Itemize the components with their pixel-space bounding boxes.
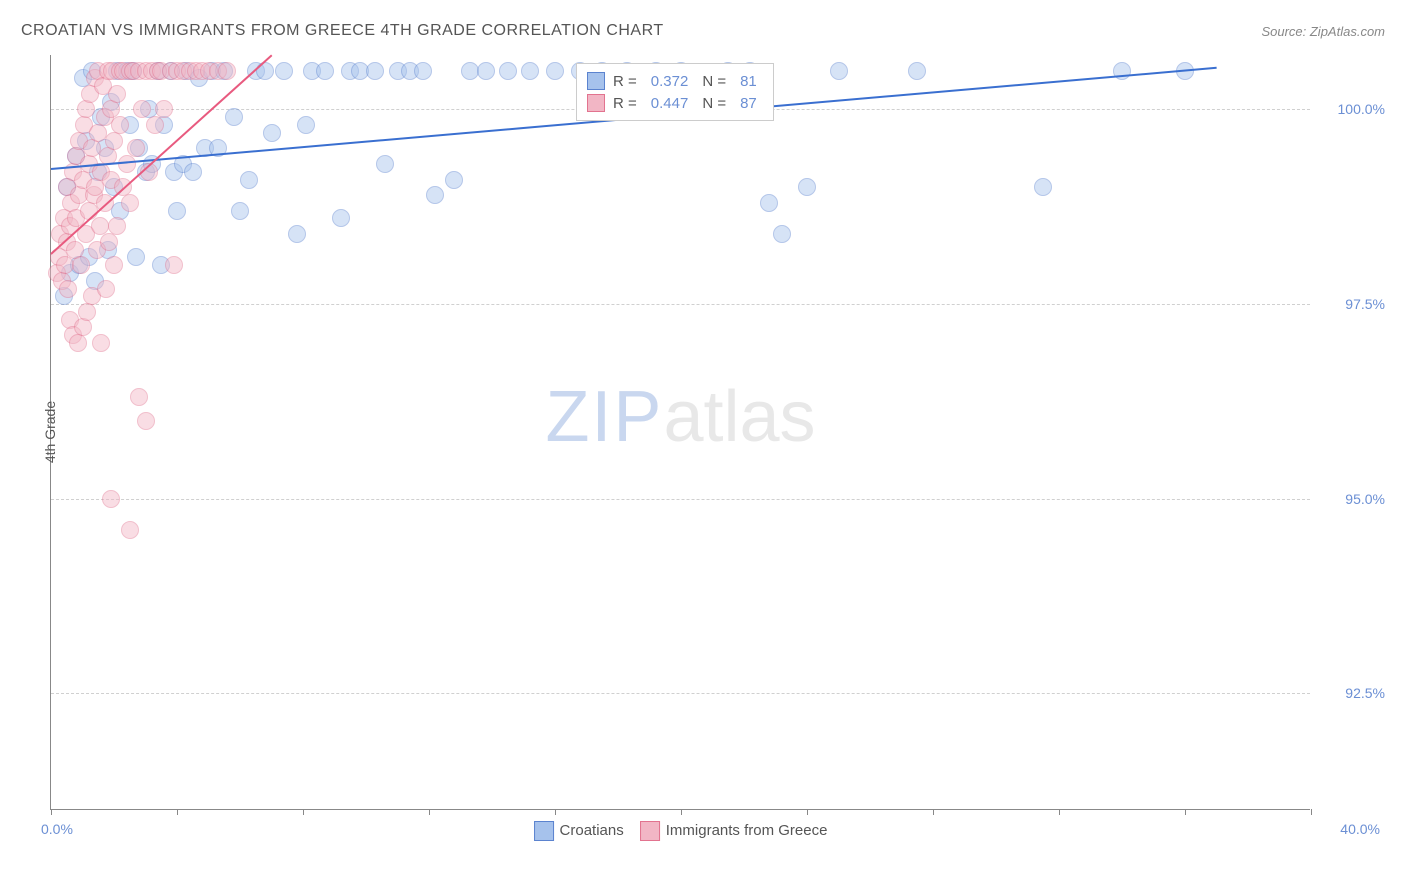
x-axis-max-label: 40.0% [1340,821,1380,837]
x-tick [1311,809,1312,815]
scatter-point [908,62,926,80]
scatter-point [297,116,315,134]
x-tick [933,809,934,815]
y-tick-label: 92.5% [1345,685,1385,701]
scatter-point [165,256,183,274]
scatter-point [376,155,394,173]
gridline [51,499,1310,500]
scatter-point [155,100,173,118]
x-tick [51,809,52,815]
legend-row-greece: R = 0.447 N = 87 [587,92,763,114]
x-tick [681,809,682,815]
scatter-point [97,280,115,298]
scatter-point [130,388,148,406]
scatter-point [105,132,123,150]
scatter-point [546,62,564,80]
y-tick-label: 97.5% [1345,296,1385,312]
scatter-point [74,318,92,336]
scatter-point [127,139,145,157]
scatter-point [121,521,139,539]
scatter-point [72,256,90,274]
scatter-point [830,62,848,80]
x-tick [303,809,304,815]
scatter-point [499,62,517,80]
x-tick [177,809,178,815]
scatter-point [121,194,139,212]
scatter-point [231,202,249,220]
y-tick-label: 95.0% [1345,491,1385,507]
scatter-point [414,62,432,80]
scatter-point [92,334,110,352]
scatter-point [108,217,126,235]
scatter-point [102,490,120,508]
stats-legend: R = 0.372 N = 81 R = 0.447 N = 87 [576,63,774,121]
x-axis-min-label: 0.0% [41,821,73,837]
x-tick [1059,809,1060,815]
y-axis-title: 4th Grade [42,401,58,463]
x-tick [429,809,430,815]
scatter-point [1034,178,1052,196]
scatter-point [773,225,791,243]
scatter-point [332,209,350,227]
scatter-point [127,248,145,266]
legend-row-croatians: R = 0.372 N = 81 [587,70,763,92]
bottom-legend-item-croatians: Croatians [534,821,624,841]
scatter-point [477,62,495,80]
scatter-point [316,62,334,80]
scatter-point [100,233,118,251]
scatter-point [133,100,151,118]
scatter-point [798,178,816,196]
scatter-point [69,334,87,352]
scatter-point [168,202,186,220]
gridline [51,304,1310,305]
scatter-point [137,412,155,430]
scatter-point [521,62,539,80]
plot-area: ZIPatlas 4th Grade 92.5%95.0%97.5%100.0%… [50,55,1310,810]
scatter-point [275,62,293,80]
scatter-point [445,171,463,189]
bottom-legend-item-greece: Immigrants from Greece [640,821,828,841]
scatter-point [146,116,164,134]
scatter-point [105,256,123,274]
bottom-legend: Croatians Immigrants from Greece [534,821,828,841]
scatter-point [288,225,306,243]
y-tick-label: 100.0% [1338,101,1385,117]
x-tick [1185,809,1186,815]
scatter-point [108,85,126,103]
x-tick [555,809,556,815]
watermark: ZIPatlas [545,376,815,458]
chart-title: CROATIAN VS IMMIGRANTS FROM GREECE 4TH G… [21,22,664,40]
legend-swatch-pink [587,94,605,112]
scatter-point [426,186,444,204]
scatter-point [760,194,778,212]
x-tick [807,809,808,815]
scatter-point [240,171,258,189]
scatter-point [59,280,77,298]
gridline [51,693,1310,694]
scatter-point [366,62,384,80]
scatter-point [218,62,236,80]
scatter-point [225,108,243,126]
scatter-point [77,100,95,118]
scatter-point [78,303,96,321]
scatter-point [184,163,202,181]
source-label: Source: ZipAtlas.com [1261,24,1385,39]
scatter-point [111,116,129,134]
legend-swatch-blue [587,72,605,90]
scatter-point [263,124,281,142]
